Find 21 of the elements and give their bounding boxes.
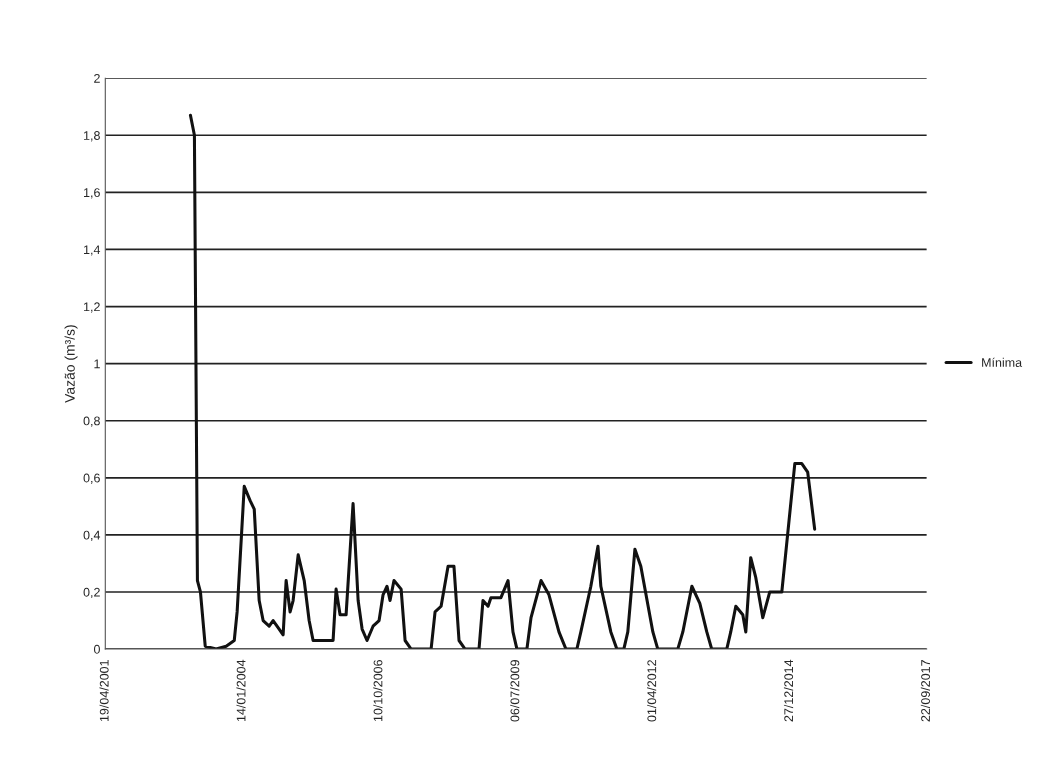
y-tick-label: 2 [94,74,100,83]
y-tick-label: 0,8 [83,416,100,427]
y-tick-label: 1,6 [84,188,100,199]
x-tick-label: 14/01/2004 [236,659,246,722]
y-tick-label: 1,8 [84,131,100,142]
x-tick-label: 10/10/2006 [373,660,383,722]
y-tick-label: 0,4 [83,530,101,542]
x-tick-label: 27/12/2014 [783,659,794,722]
y-tick-label: 1,4 [84,245,101,256]
y-tick-label: 0,6 [83,473,100,484]
x-tick-label: 06/07/2009 [510,660,520,722]
x-tick-label: 22/09/2017 [920,660,930,722]
y-tick-label: 0,2 [83,587,100,599]
legend-label: Mínima [982,357,1023,367]
y-tick-label: 1,2 [84,302,100,313]
x-tick-label: 01/04/2012 [647,660,657,722]
line-series [188,113,817,650]
y-tick-label: 1 [94,359,100,369]
y-tick-label: 0 [93,644,100,654]
y-axis-title: Vazão (m³/s) [64,325,78,403]
x-tick-label: 19/04/2001 [99,660,109,722]
